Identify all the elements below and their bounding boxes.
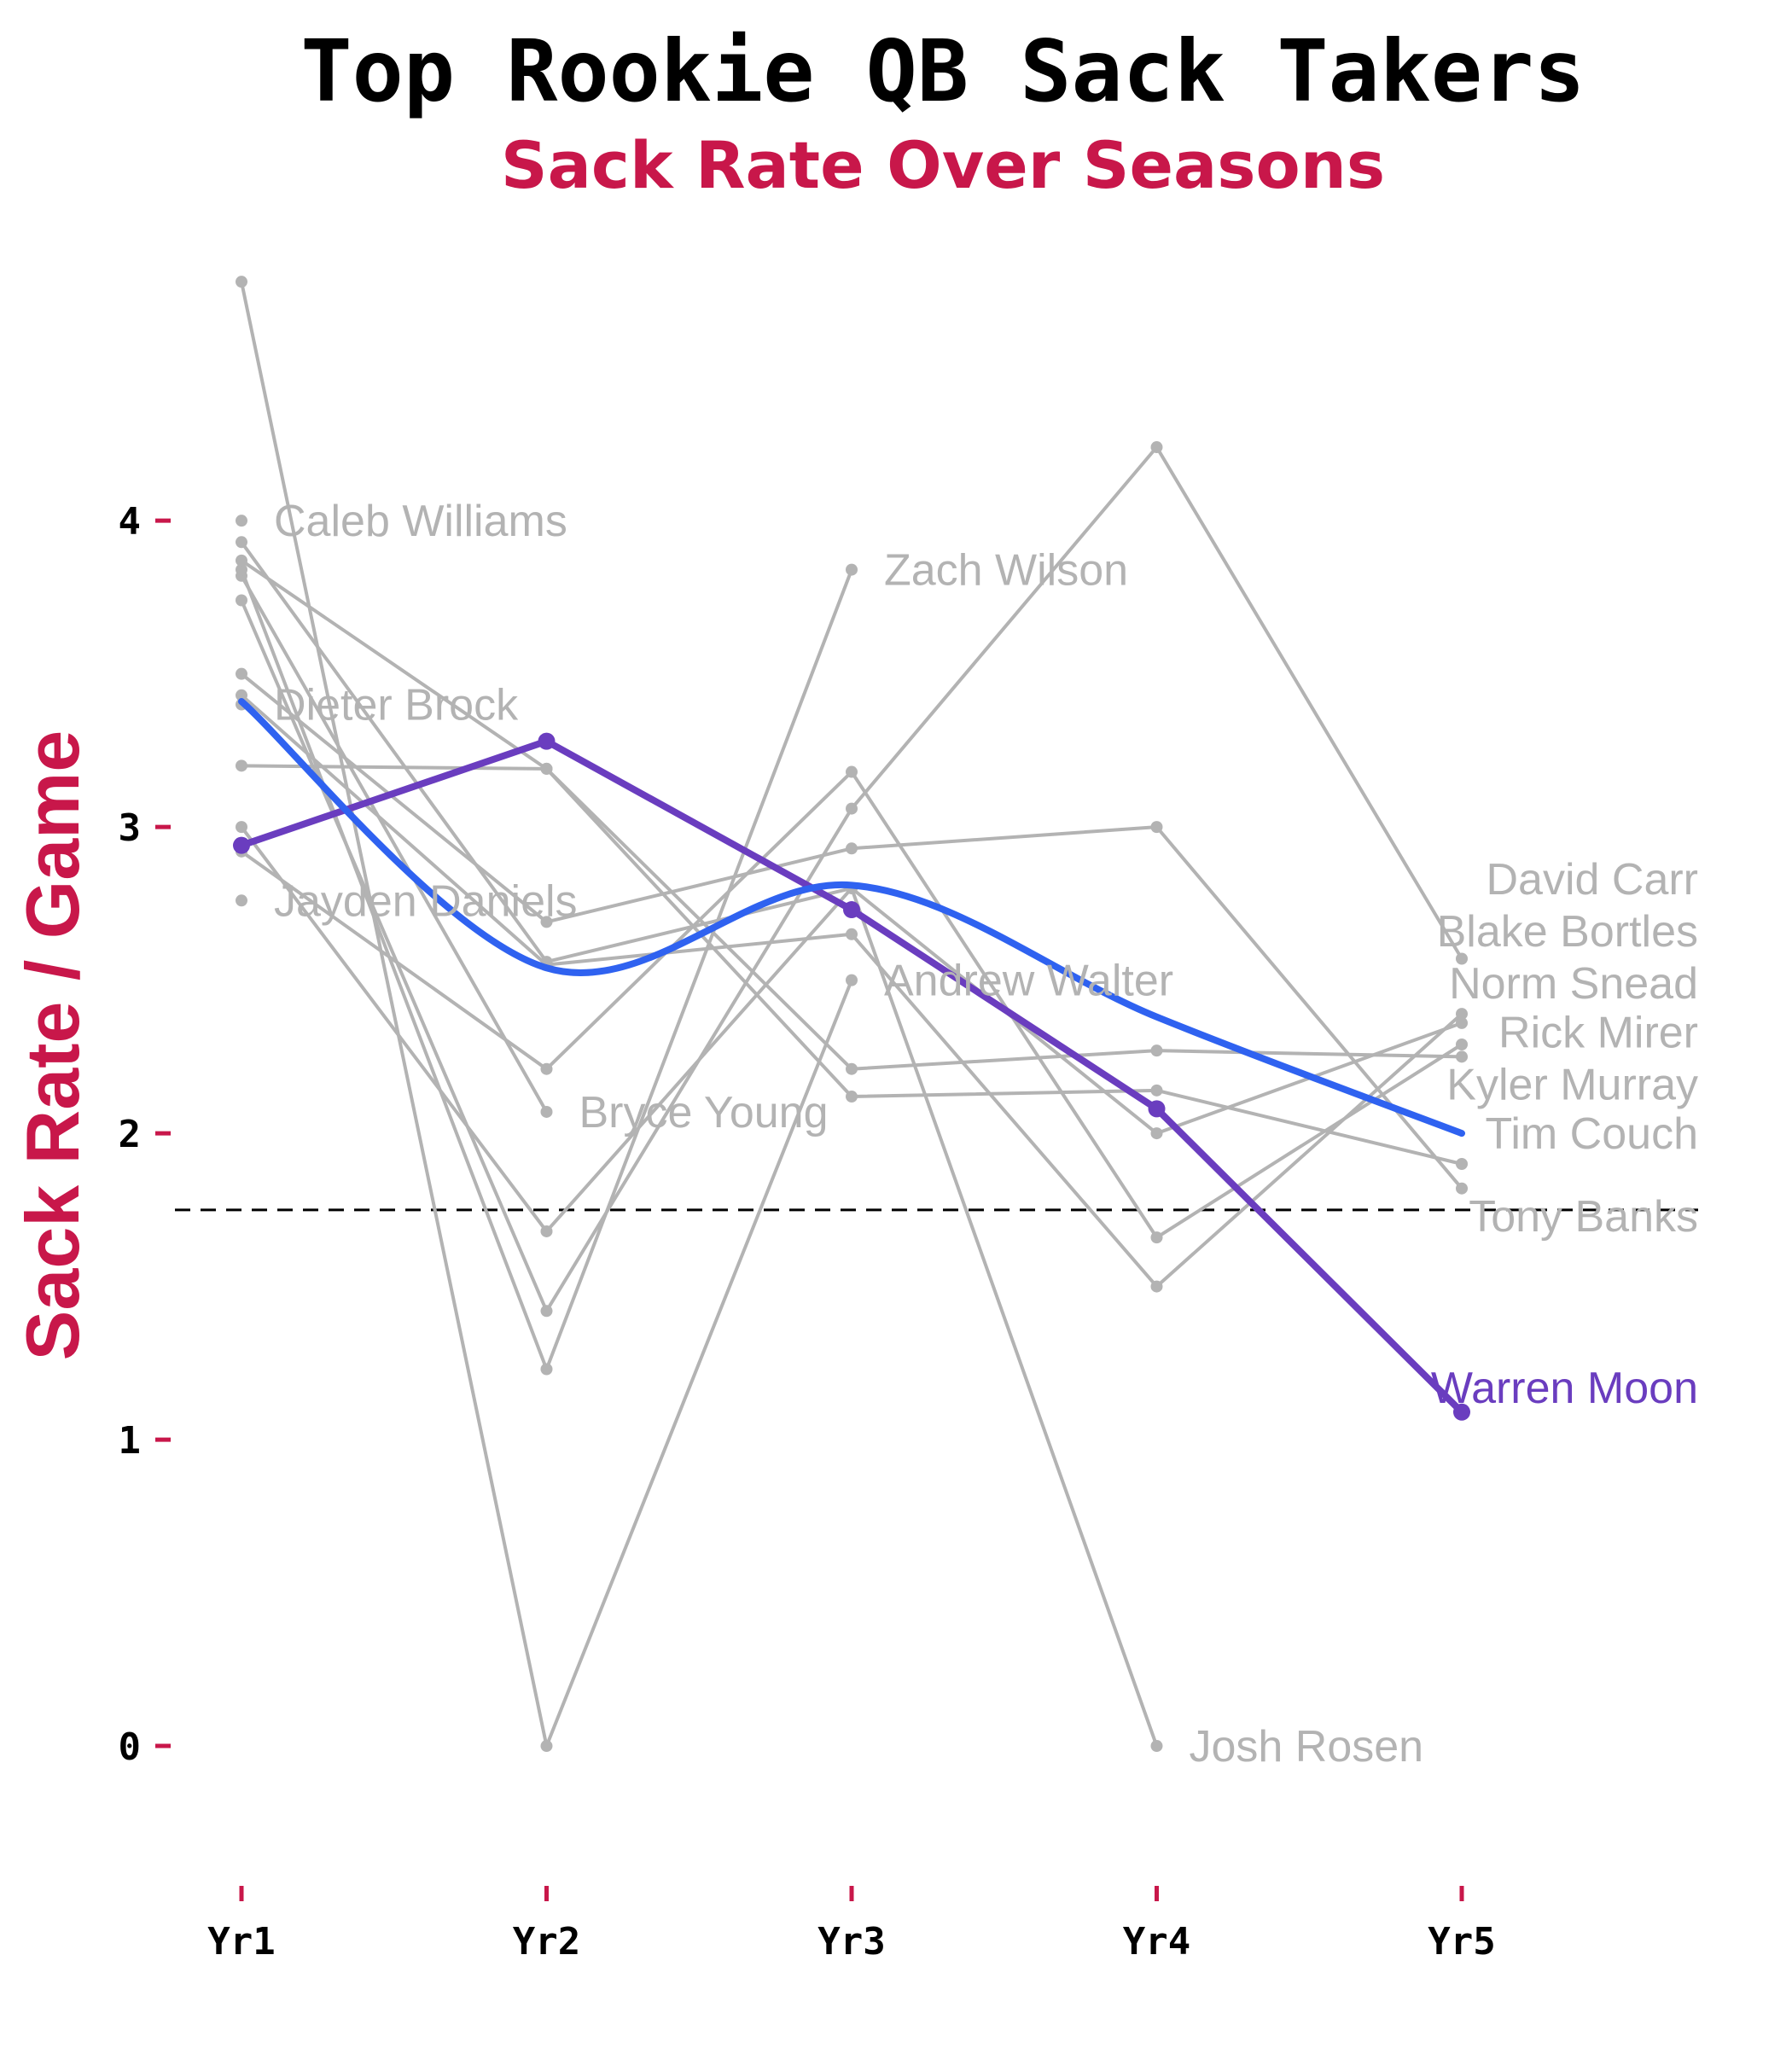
qb-label: Andrew Walter xyxy=(884,957,1173,1006)
qb-label: David Carr xyxy=(1487,855,1699,905)
series-point xyxy=(1150,1044,1163,1057)
series-point xyxy=(540,916,553,928)
series-point xyxy=(540,762,553,775)
series-point xyxy=(1456,1039,1468,1050)
qb-label: Rick Mirer xyxy=(1498,1009,1698,1058)
series-point xyxy=(1456,1008,1468,1021)
qb-label: Josh Rosen xyxy=(1190,1722,1424,1772)
series-point xyxy=(540,1062,553,1075)
highlight-series-point xyxy=(843,901,860,919)
highlight-series-point xyxy=(1453,1403,1470,1421)
qb-label: Tim Couch xyxy=(1486,1109,1698,1159)
highlight-series-point xyxy=(1148,1100,1166,1118)
qb-label: Kyler Murray xyxy=(1446,1061,1698,1110)
x-tick-label: Yr5 xyxy=(1428,1920,1495,1964)
series-line xyxy=(240,574,549,1113)
y-tick-label: 0 xyxy=(119,1725,142,1769)
x-tick-label: Yr2 xyxy=(513,1920,580,1964)
chart-subtitle: Sack Rate Over Seasons xyxy=(501,127,1385,203)
x-tick-label: Yr4 xyxy=(1123,1920,1190,1964)
series-point xyxy=(1456,1182,1468,1195)
y-tick-label: 2 xyxy=(119,1113,142,1156)
qb-label: Tony Banks xyxy=(1469,1192,1698,1242)
highlight-series-line xyxy=(240,737,1464,1415)
series-point xyxy=(1456,952,1468,965)
series-point xyxy=(540,1105,553,1118)
series-point xyxy=(1150,821,1163,834)
series-point xyxy=(236,276,247,288)
series-point xyxy=(540,1225,553,1237)
series-point xyxy=(846,563,858,576)
chart-title: Top Rookie QB Sack Takers xyxy=(300,21,1585,121)
series-point xyxy=(236,536,247,549)
series-point xyxy=(236,894,247,907)
series-point xyxy=(846,1062,858,1075)
series-point xyxy=(1150,1084,1163,1097)
series-point xyxy=(846,928,858,940)
series-point xyxy=(540,1305,553,1318)
qb-label: Jayden Daniels xyxy=(274,876,578,926)
label-layer: Caleb Williams Dieter Brock Jayden Daniels… xyxy=(274,497,1698,1772)
qb-label: Warren Moon xyxy=(1431,1364,1698,1413)
qb-label: Bryce Young xyxy=(579,1088,829,1137)
qb-label: Caleb Williams xyxy=(274,497,567,546)
qb-label: Norm Snead xyxy=(1449,959,1698,1009)
series-point xyxy=(846,802,858,815)
series-line xyxy=(240,541,1159,1747)
series-point xyxy=(540,1740,553,1753)
series-point xyxy=(236,554,247,567)
series-point xyxy=(1456,1050,1468,1063)
series-point xyxy=(846,974,858,986)
series-point xyxy=(236,667,247,680)
qb-label: Dieter Brock xyxy=(274,681,519,730)
series-point xyxy=(846,1091,858,1103)
series-point xyxy=(1150,1127,1163,1140)
y-tick-label: 1 xyxy=(119,1419,142,1463)
x-tick-label: Yr3 xyxy=(817,1920,885,1964)
y-tick-label: 3 xyxy=(119,806,142,850)
y-tick-label: 4 xyxy=(119,500,142,544)
highlight-series-point xyxy=(233,836,250,854)
series-point xyxy=(1150,441,1163,454)
series-point xyxy=(540,1363,553,1376)
trend-line xyxy=(238,697,1465,1137)
series-point xyxy=(1150,1280,1163,1293)
trend-layer xyxy=(238,697,1465,1137)
series-point xyxy=(236,515,247,527)
series-point xyxy=(846,765,858,778)
series-point xyxy=(1150,1740,1163,1753)
x-tick-label: Yr1 xyxy=(207,1920,275,1964)
highlight-series-point xyxy=(538,732,556,750)
series-point xyxy=(236,759,247,772)
qb-label: Blake Bortles xyxy=(1437,907,1698,957)
series-point xyxy=(1456,1016,1468,1029)
series-point xyxy=(236,594,247,607)
series-point xyxy=(236,689,247,701)
series-point xyxy=(236,563,247,576)
qb-label: Zach Wilson xyxy=(884,546,1128,596)
axis-layer: 0 1 2 3 4 Yr1 Yr2 Yr3 Yr4 Yr5 xyxy=(119,500,1496,1964)
series-point xyxy=(236,821,247,834)
series-point xyxy=(846,842,858,855)
y-axis-label: Sack Rate / Game xyxy=(10,730,95,1361)
series-point xyxy=(1456,1157,1468,1170)
series-point xyxy=(1150,1231,1163,1244)
series-layer xyxy=(233,276,1470,1753)
